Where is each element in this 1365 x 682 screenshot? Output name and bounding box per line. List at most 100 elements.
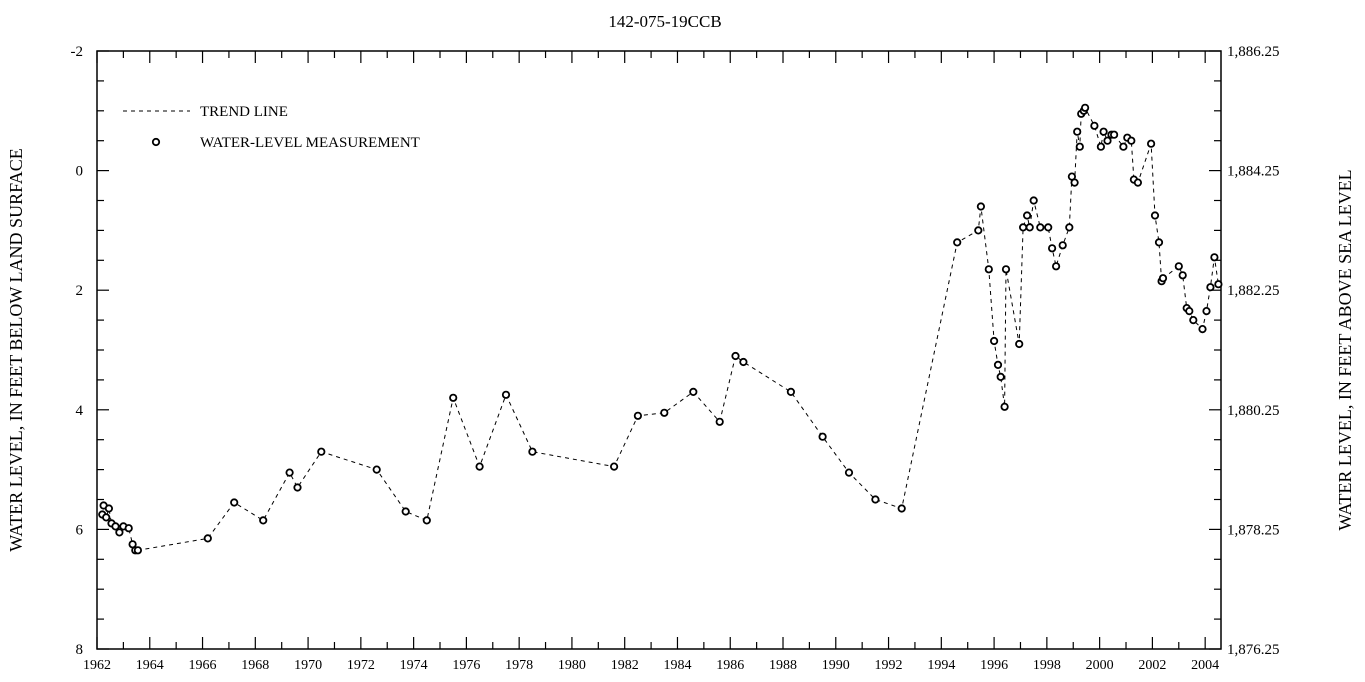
measurement-point [786,387,796,396]
measurement-point [1150,211,1160,220]
measurement-point [1075,142,1084,151]
measurement-point [1036,223,1045,232]
y-tick-label-left: -2 [71,44,84,60]
measurement-point [731,351,740,361]
y-tick-label-right: 1,884.25 [1227,164,1280,180]
measurement-point [1119,142,1128,151]
measurement-point [104,504,114,513]
x-tick-label: 1998 [1033,658,1061,673]
right-y-axis: 1,886.25 1,884.25 1,882.25 1,880.25 1,878.25… [1209,44,1280,658]
measurement-point [1178,271,1187,280]
measurement-point [1022,211,1032,220]
measurement-point [1154,238,1164,247]
x-tick-label: 1982 [611,658,639,673]
measurement-point [1015,339,1024,349]
x-axis: 1962 1964 1966 1968 1970 1972 1974 1976 1978 1980… [83,51,1219,673]
left-axis-label: WATER LEVEL, IN FEET BELOW LAND SURFACE [6,148,26,551]
y-tick-label-right: 1,882.25 [1227,283,1280,299]
legend-measurement-marker [151,137,161,147]
x-tick-label: 1962 [83,658,111,673]
x-tick-label: 1980 [558,658,586,673]
measurement-point [372,465,381,474]
measurement-point [609,462,619,471]
measurement-point [739,357,748,367]
x-tick-label: 1988 [769,658,797,673]
measurement-point [528,447,537,456]
y-tick-label-right: 1,886.25 [1227,44,1280,60]
trend-line [101,106,1219,551]
measurement-point [401,507,410,516]
measurement-point [124,524,133,533]
measurement-point [1018,223,1028,232]
measurement-point [1081,103,1090,112]
measurement-point [230,498,239,507]
right-axis-label: WATER LEVEL, IN FEET ABOVE SEA LEVEL [1335,169,1355,530]
x-tick-label: 1964 [136,658,164,673]
measurement-point [115,528,124,537]
measurement-point [1065,223,1074,232]
measurement-point [993,360,1003,369]
measurement-point [1189,315,1198,325]
measurement-point [871,495,880,504]
y-tick-label-right: 1,878.25 [1227,522,1280,538]
measurement-point [715,417,724,426]
legend: TREND LINE WATER-LEVEL MEASUREMENT [123,104,420,151]
measurement-point [422,516,431,525]
measurement-point [475,462,484,471]
measurement-point [203,534,212,543]
x-tick-label: 1986 [716,658,744,673]
measurement-point [111,522,120,531]
measurement-point [989,336,999,346]
measurement-point [1096,142,1106,151]
measurement-point [1000,402,1009,411]
measurement-point [1052,262,1061,271]
measurement-point [1210,253,1219,262]
measurement-point [1090,121,1099,130]
measurement-point [1029,196,1038,205]
measurement-point [133,546,142,555]
series-layer [98,103,1223,555]
x-tick-label: 1978 [505,658,533,673]
chart-title: 142-075-19CCB [608,12,721,31]
legend-measurement-label: WATER-LEVEL MEASUREMENT [200,135,420,151]
measurement-point [984,265,993,274]
measurement-point [996,372,1005,381]
measurement-point [501,390,511,399]
measurement-point [953,238,962,247]
x-tick-label: 1984 [663,658,691,673]
measurement-point [897,504,906,513]
measurement-point [285,468,294,477]
x-tick-label: 1974 [400,658,428,673]
x-tick-label: 1972 [347,658,375,673]
measurement-point [1174,262,1183,271]
x-tick-label: 1968 [241,658,269,673]
measurement-point [1185,306,1194,316]
measurement-point [689,387,698,396]
measurement-point [1158,274,1168,283]
left-y-axis: -2 0 2 4 6 8 [71,44,109,658]
measurement-point [1058,241,1067,250]
measurement-point [1202,306,1211,316]
y-tick-label-left: 6 [76,522,84,538]
measurement-point [1103,136,1112,145]
measurement-point [1110,130,1119,139]
measurement-point [102,513,111,522]
y-tick-label-right: 1,880.25 [1227,403,1280,419]
x-tick-label: 1976 [452,658,480,673]
measurement-point [1044,223,1053,232]
measurement-point [1198,324,1207,334]
measurement-point [1214,280,1223,289]
measurement-point [1073,127,1082,136]
y-tick-label-left: 8 [76,642,84,658]
measurement-point [633,411,643,420]
y-tick-label-left: 0 [76,164,84,180]
x-tick-label: 2002 [1138,658,1166,673]
measurement-point [1099,127,1108,136]
x-tick-label: 1966 [189,658,217,673]
x-tick-label: 1994 [927,658,955,673]
y-tick-label-left: 2 [76,283,84,299]
measurement-point [1070,178,1079,187]
measurement-point [818,432,827,441]
measurement-point [974,226,983,235]
